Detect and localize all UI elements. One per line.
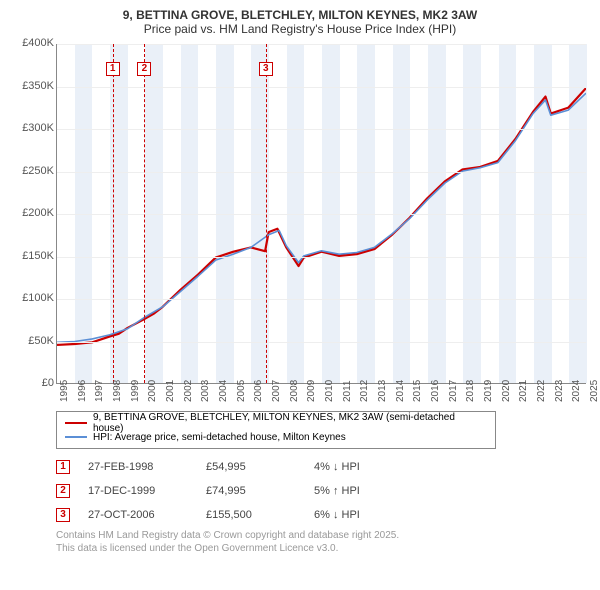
- sale-row: 3 27-OCT-2006 £155,500 6% ↓ HPI: [56, 503, 588, 527]
- chart-title: 9, BETTINA GROVE, BLETCHLEY, MILTON KEYN…: [12, 8, 588, 22]
- legend-label: HPI: Average price, semi-detached house,…: [93, 432, 346, 443]
- x-axis-label: 2019: [483, 380, 494, 402]
- legend-swatch: [65, 422, 87, 424]
- sale-date: 17-DEC-1999: [88, 485, 188, 497]
- x-axis-label: 2021: [518, 380, 529, 402]
- sale-row: 2 17-DEC-1999 £74,995 5% ↑ HPI: [56, 479, 588, 503]
- sale-marker-box: 2: [137, 62, 151, 76]
- footer: Contains HM Land Registry data © Crown c…: [56, 529, 588, 555]
- x-axis-label: 2018: [465, 380, 476, 402]
- x-axis-label: 2024: [571, 380, 582, 402]
- gridline: [57, 214, 586, 215]
- sale-marker-box: 2: [56, 484, 70, 498]
- x-axis-label: 1997: [94, 380, 105, 402]
- sale-marker-box: 3: [56, 508, 70, 522]
- gridline: [57, 299, 586, 300]
- x-axis-label: 2000: [147, 380, 158, 402]
- sale-date: 27-FEB-1998: [88, 461, 188, 473]
- legend: 9, BETTINA GROVE, BLETCHLEY, MILTON KEYN…: [56, 411, 496, 449]
- x-axis-label: 2022: [536, 380, 547, 402]
- y-axis-label: £400K: [12, 37, 54, 49]
- x-axis-label: 2005: [236, 380, 247, 402]
- x-axis-label: 2001: [165, 380, 176, 402]
- x-axis-label: 2025: [589, 380, 600, 402]
- x-axis-label: 2011: [342, 380, 353, 402]
- y-axis-label: £150K: [12, 250, 54, 262]
- gridline: [57, 87, 586, 88]
- x-axis-label: 2010: [324, 380, 335, 402]
- x-axis-label: 1996: [77, 380, 88, 402]
- x-axis-label: 2023: [554, 380, 565, 402]
- sale-marker-box: 3: [259, 62, 273, 76]
- x-axis-label: 2017: [448, 380, 459, 402]
- y-axis-label: £300K: [12, 122, 54, 134]
- x-axis-label: 2008: [289, 380, 300, 402]
- sale-marker-box: 1: [56, 460, 70, 474]
- sales-table: 1 27-FEB-1998 £54,995 4% ↓ HPI 2 17-DEC-1999 £…: [56, 455, 588, 527]
- sale-date: 27-OCT-2006: [88, 509, 188, 521]
- sale-row: 1 27-FEB-1998 £54,995 4% ↓ HPI: [56, 455, 588, 479]
- x-axis-label: 2016: [430, 380, 441, 402]
- x-axis-label: 2020: [501, 380, 512, 402]
- y-axis-label: £350K: [12, 80, 54, 92]
- legend-item: 9, BETTINA GROVE, BLETCHLEY, MILTON KEYN…: [65, 416, 487, 430]
- y-axis-label: £250K: [12, 165, 54, 177]
- x-axis-label: 2006: [253, 380, 264, 402]
- x-axis-label: 2009: [306, 380, 317, 402]
- y-axis-label: £100K: [12, 292, 54, 304]
- sale-marker-box: 1: [106, 62, 120, 76]
- gridline: [57, 257, 586, 258]
- x-axis-label: 2004: [218, 380, 229, 402]
- sale-price: £155,500: [206, 509, 296, 521]
- sale-price: £54,995: [206, 461, 296, 473]
- x-axis-label: 2003: [200, 380, 211, 402]
- chart-subtitle: Price paid vs. HM Land Registry's House …: [12, 22, 588, 36]
- gridline: [57, 129, 586, 130]
- footer-line1: Contains HM Land Registry data © Crown c…: [56, 529, 588, 542]
- footer-line2: This data is licensed under the Open Gov…: [56, 542, 588, 555]
- sale-marker-line: [113, 44, 114, 383]
- sale-marker-line: [266, 44, 267, 383]
- x-axis-label: 2012: [359, 380, 370, 402]
- gridline: [57, 342, 586, 343]
- y-axis-label: £50K: [12, 335, 54, 347]
- x-axis-label: 1995: [59, 380, 70, 402]
- x-axis-label: 1999: [130, 380, 141, 402]
- x-axis-label: 2002: [183, 380, 194, 402]
- sale-marker-line: [144, 44, 145, 383]
- plot: 1 2 3: [56, 44, 586, 384]
- x-axis-label: 2007: [271, 380, 282, 402]
- sale-delta: 6% ↓ HPI: [314, 509, 394, 521]
- sale-delta: 4% ↓ HPI: [314, 461, 394, 473]
- gridline: [57, 44, 586, 45]
- x-axis-label: 2014: [395, 380, 406, 402]
- chart-area: 1 2 3 £0 £50K £100K £150K £200K £250K £300K £350K…: [12, 40, 588, 405]
- series-hpi: [57, 93, 586, 342]
- sale-price: £74,995: [206, 485, 296, 497]
- y-axis-label: £0: [12, 377, 54, 389]
- x-axis-label: 2015: [412, 380, 423, 402]
- gridline: [57, 172, 586, 173]
- series-property: [57, 88, 586, 345]
- legend-swatch: [65, 436, 87, 438]
- y-axis-label: £200K: [12, 207, 54, 219]
- x-axis-label: 2013: [377, 380, 388, 402]
- sale-delta: 5% ↑ HPI: [314, 485, 394, 497]
- x-axis-label: 1998: [112, 380, 123, 402]
